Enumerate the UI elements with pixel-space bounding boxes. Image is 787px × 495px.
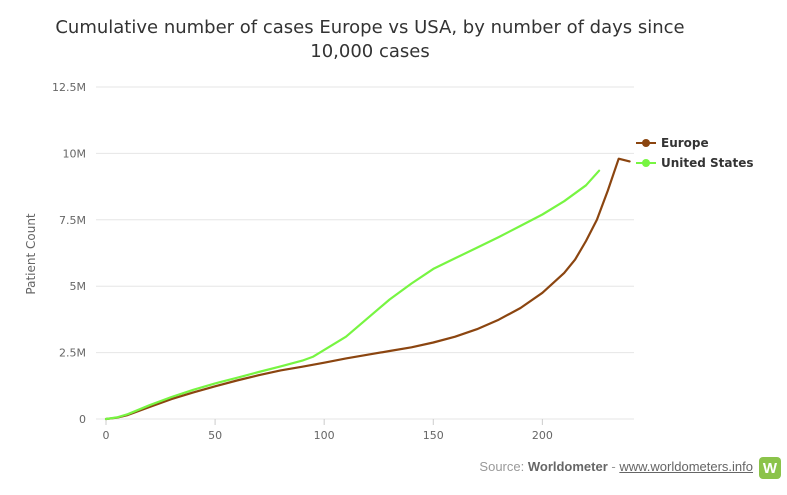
x-tick-label: 100: [314, 429, 335, 442]
legend-item-united-states[interactable]: United States: [636, 156, 754, 170]
y-axis-label: Patient Count: [24, 213, 38, 295]
series-line-united-states[interactable]: [104, 169, 601, 421]
y-tick-label: 7.5M: [59, 214, 86, 227]
credit-separator: -: [607, 459, 620, 474]
legend-dot-marker: [642, 159, 650, 167]
y-axis-ticks: 0 2.5M 5M 7.5M 10M 12.5M: [52, 81, 86, 426]
chart-title-line-2: 10,000 cases: [310, 41, 429, 62]
y-tick-label: 12.5M: [52, 81, 86, 94]
chart-title: Cumulative number of cases Europe vs USA…: [55, 17, 684, 62]
legend-label: United States: [661, 156, 754, 170]
worldometer-logo-icon[interactable]: W: [759, 457, 781, 479]
grid-lines: [96, 86, 634, 420]
legend-dot-marker: [642, 139, 650, 147]
series-line-europe[interactable]: [104, 157, 631, 421]
y-tick-label: 2.5M: [59, 347, 86, 360]
x-tick-label: 0: [103, 429, 110, 442]
logo-letter: W: [762, 459, 778, 477]
credit-link[interactable]: www.worldometers.info: [619, 459, 753, 474]
x-tick-label: 50: [208, 429, 222, 442]
y-tick-label: 0: [79, 413, 86, 426]
series-lines: [104, 157, 631, 421]
y-tick-label: 10M: [63, 147, 87, 160]
x-tick-label: 150: [423, 429, 444, 442]
x-tick-label: 200: [532, 429, 553, 442]
legend-item-europe[interactable]: Europe: [636, 136, 709, 150]
x-axis-ticks: 0 50 100 150 200: [103, 419, 553, 442]
chart-title-line-1: Cumulative number of cases Europe vs USA…: [55, 17, 684, 38]
credit-prefix: Source:: [479, 459, 528, 474]
legend[interactable]: Europe United States: [636, 136, 754, 170]
source-credit: Source: Worldometer - www.worldometers.i…: [479, 459, 753, 474]
y-tick-label: 5M: [70, 280, 87, 293]
credit-source: Worldometer: [527, 459, 608, 474]
legend-label: Europe: [661, 136, 709, 150]
